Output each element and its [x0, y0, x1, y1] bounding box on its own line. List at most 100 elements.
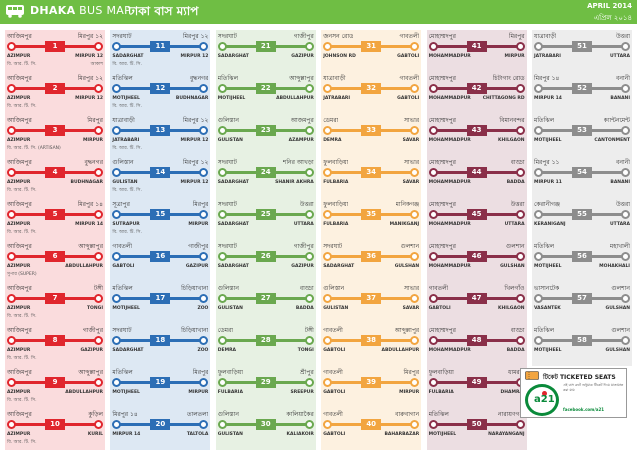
- route-bangla-names: সূত্রাপুর মিরপুর: [112, 200, 208, 209]
- route-card[interactable]: মিরপুর ১৪ বনানী 52 MIRPUR 14 BANANI: [532, 72, 632, 114]
- route-card[interactable]: গুলিস্তান মিরপুর ১২ 14 GULISTAN MIRPUR 12 বি.…: [110, 156, 211, 198]
- route-bangla-names: ফুলবাড়িয়া মানিকগঞ্জ: [323, 200, 419, 209]
- route-card[interactable]: ফুলবাড়িয়া সাভার 34 FULBARIA SAVAR: [321, 156, 422, 198]
- route-line: 29: [217, 377, 314, 388]
- route-bangla-names: আজিমপুর কুড়িল: [7, 410, 103, 419]
- route-card[interactable]: গুলিস্তান বাড্ডা 27 GULISTAN BADDA: [215, 282, 316, 324]
- route-card[interactable]: মতিঝিল নারায়ণগঞ্জ 50 MOTIJHEEL NARAYANGANJ: [426, 408, 527, 450]
- route-card[interactable]: মোহাম্মদপুর বিমানবন্দর 43 MOHAMMADPUR KHILGA…: [426, 114, 527, 156]
- route-destination-stop-icon: [621, 252, 630, 261]
- route-bangla-names: গুলিস্তান আজমপুর: [218, 116, 314, 125]
- route-destination-stop-icon: [410, 168, 420, 177]
- route-number-badge: 57: [572, 293, 592, 304]
- route-origin-english: AZIMPUR: [7, 96, 31, 101]
- route-card[interactable]: মতিঝিল ক্যান্টনমেন্ট 53 MOTIJHEEL CANTONMENT: [532, 114, 632, 156]
- route-card[interactable]: আজিমপুর আব্দুল্লাপুর 9 AZIMPUR ABDULLAHPUR বি…: [5, 366, 105, 408]
- route-card[interactable]: আজিমপুর কুড়িল 10 AZIMPUR KURIL বি. আর. টি. স…: [5, 408, 105, 450]
- route-card[interactable]: জনসন রোড গাবতলী 31 JOHNSON RD GABTOLI: [321, 30, 422, 72]
- route-card[interactable]: গাবতলী মিরপুর 39 GABTOLI MIRPUR: [321, 366, 422, 408]
- route-operator-name: বি. আর. টি. সি.: [7, 188, 37, 193]
- route-line: 39: [323, 377, 420, 388]
- route-card[interactable]: যাত্রাবাড়ী গাবতলী 32 JATRABARI GABTOLI: [321, 72, 422, 114]
- route-card[interactable]: আজিমপুর মিরপুর ১৪ 5 AZIMPUR MIRPUR 14 বি. আর.…: [5, 198, 105, 240]
- route-card[interactable]: ভাসানটেক গুলশান 57 VASANTEK GULSHAN: [532, 282, 632, 324]
- route-english-names: GABTOLI KHILGAON: [429, 305, 525, 312]
- route-destination-bangla: গুলশান: [611, 327, 630, 334]
- route-english-names: AZIMPUR BUDHNAGAR: [7, 179, 103, 186]
- route-card[interactable]: আজিমপুর টঙ্গী 7 AZIMPUR TONGI বি. আর. টি. সি.: [5, 282, 105, 324]
- route-card[interactable]: ফুলবাড়িয়া মানিকগঞ্জ 35 FULBARIA MANIKGANJ: [321, 198, 422, 240]
- route-english-names: GULISTAN SAVAR: [323, 305, 419, 312]
- route-card[interactable]: ফুলবাড়িয়া শ্রীপুর 29 FULBARIA SREEPUR: [215, 366, 316, 408]
- route-card[interactable]: আজিমপুর গাজীপুর 8 AZIMPUR GAZIPUR বি. আর. টি.…: [5, 324, 105, 366]
- route-card[interactable]: মতিঝিল বুদ্ধনগর 12 MOTIJHEEL BUDHNAGAR বি. আর…: [110, 72, 211, 114]
- route-origin-stop-icon: [323, 420, 333, 429]
- ticketed-seats-link[interactable]: facebook.com/a21: [563, 407, 605, 412]
- route-card[interactable]: গাবতলী বারুবাগান 40 GABTOLI BAHARBAZAR: [321, 408, 422, 450]
- route-destination-bangla: চিড়িয়াখানা: [181, 327, 209, 334]
- route-card[interactable]: মিরপুর ১৪ তালতলা 20 MIRPUR 14 TALTOLA: [110, 408, 211, 450]
- route-card[interactable]: মোহাম্মদপুর বাড্ডা 48 MOHAMMADPUR BADDA: [426, 324, 527, 366]
- route-card[interactable]: সদরঘাট উত্তরা 25 SADARGHAT UTTARA: [215, 198, 316, 240]
- route-card[interactable]: মতিঝিল আব্দুল্লাপুর 22 MOTIJHEEL ABDULLAHPUR: [215, 72, 316, 114]
- route-origin-stop-icon: [534, 84, 543, 93]
- route-card[interactable]: সূত্রাপুর মিরপুর 15 SUTRAPUR MIRPUR বি. আর. ট…: [110, 198, 211, 240]
- route-bangla-names: আজিমপুর মিরপুর: [7, 116, 103, 125]
- route-card[interactable]: আজিমপুর মিরপুর ১২ 1 AZIMPUR MIRPUR 12 বি. আর.…: [5, 30, 105, 72]
- route-card[interactable]: মিরপুর ১১ বনানী 54 MIRPUR 11 BANANI: [532, 156, 632, 198]
- route-card[interactable]: গাবতলী গাজীপুর 16 GABTOLI GAZIPUR: [110, 240, 211, 282]
- route-origin-stop-icon: [323, 84, 333, 93]
- route-destination-stop-icon: [410, 126, 420, 135]
- route-card[interactable]: যাত্রাবাড়ী মিরপুর ১২ 13 JATRABARI MIRPUR 12…: [110, 114, 211, 156]
- route-card[interactable]: গাবতলী খিলগাঁও 47 GABTOLI KHILGAON: [426, 282, 527, 324]
- route-card[interactable]: মোহাম্মদপুর বাড্ডা 44 MOHAMMADPUR BADDA: [426, 156, 527, 198]
- route-card[interactable]: যাত্রাবাড়ী উত্তরা 51 JATRABARI UTTARA: [532, 30, 632, 72]
- route-card[interactable]: মতিঝিল চিড়িয়াখানা 17 MOTIJHEEL ZOO: [110, 282, 211, 324]
- route-card[interactable]: আজিমপুর বুদ্ধনগর 4 AZIMPUR BUDHNAGAR বি. আর. …: [5, 156, 105, 198]
- route-card[interactable]: গাবতলী আব্দুল্লাপুর 38 GABTOLI ABDULLAHPUR: [321, 324, 422, 366]
- route-card[interactable]: মতিঝিল মহাখালী 56 MOTIJHEEL MOHAKHALI: [532, 240, 632, 282]
- route-destination-english: MANIKGANJ: [389, 222, 420, 227]
- route-destination-english: BUDHNAGAR: [70, 180, 103, 185]
- route-destination-stop-icon: [304, 420, 314, 429]
- route-card[interactable]: সদরঘাট গুলশান 36 SADARGHAT GULSHAN: [321, 240, 422, 282]
- route-card[interactable]: গুলিস্তান আজমপুর 23 GULISTAN AZAMPUR: [215, 114, 316, 156]
- route-column: সদরঘাট গাজীপুর 21 SADARGHAT GAZIPUR মতিঝিল আব্…: [215, 30, 316, 450]
- route-destination-stop-icon: [304, 252, 314, 261]
- route-card[interactable]: মতিঝিল মিরপুর 19 MOTIJHEEL MIRPUR: [110, 366, 211, 408]
- route-card[interactable]: ডেমরা টঙ্গী 28 DEMRA TONGI: [215, 324, 316, 366]
- route-origin-stop-icon: [323, 252, 333, 261]
- route-card[interactable]: কেরানীগঞ্জ উত্তরা 55 KERANIGANJ UTTARA: [532, 198, 632, 240]
- route-origin-english: AZIMPUR: [7, 390, 31, 395]
- route-origin-english: MOHAMMADPUR: [428, 264, 471, 269]
- route-card[interactable]: মোহাম্মদপুর চিটাগাং রোড 42 MOHAMMADPUR CHITT…: [426, 72, 527, 114]
- route-card[interactable]: সদরঘাট চিড়িয়াখানা 18 SADARGHAT ZOO: [110, 324, 211, 366]
- route-card[interactable]: সদরঘাট গাজীপুর 21 SADARGHAT GAZIPUR: [215, 30, 316, 72]
- route-card[interactable]: মোহাম্মদপুর গুলশান 46 MOHAMMADPUR GULSHAN: [426, 240, 527, 282]
- route-card[interactable]: আজিমপুর আব্দুল্লাপুর 6 AZIMPUR ABDULLAHPUR সু…: [5, 240, 105, 282]
- route-bangla-names: মোহাম্মদপুর চিটাগাং রোড: [429, 74, 525, 83]
- route-card[interactable]: সদরঘাট শনির আখড়া 24 SADARGHAT SHANIR AKHRA: [215, 156, 316, 198]
- route-card[interactable]: গুলিস্তান সাভার 37 GULISTAN SAVAR: [321, 282, 422, 324]
- route-card[interactable]: সদরঘাট গাজীপুর 26 SADARGHAT GAZIPUR: [215, 240, 316, 282]
- route-card[interactable]: ফুলবাড়িয়া ধামরাই 49 FULBARIA DHAMRAI: [426, 366, 527, 408]
- route-card[interactable]: আজিমপুর মিরপুর ১২ 2 AZIMPUR MIRPUR 12 বি. আর.…: [5, 72, 105, 114]
- route-number-badge: 50: [466, 419, 487, 430]
- route-origin-stop-icon: [112, 84, 122, 93]
- route-bangla-names: গাবতলী গাজীপুর: [112, 242, 208, 251]
- route-bangla-names: সদরঘাট গাজীপুর: [218, 32, 314, 41]
- route-origin-stop-icon: [7, 210, 16, 219]
- route-line: 17: [112, 293, 209, 304]
- route-origin-english: SADARGHAT: [323, 264, 355, 269]
- route-card[interactable]: আজিমপুর মিরপুর 3 AZIMPUR MIRPUR বি. আর. টি. স…: [5, 114, 105, 156]
- route-card[interactable]: গুলিস্তান কালিয়াকৈর 30 GULISTAN KALIAKOIR: [215, 408, 316, 450]
- route-card[interactable]: সদরঘাট মিরপুর ১২ 11 SADARGHAT MIRPUR 12 বি. আ…: [110, 30, 211, 72]
- route-card[interactable]: মোহাম্মদপুর উত্তরা 45 MOHAMMADPUR UTTARA: [426, 198, 527, 240]
- route-english-names: SADARGHAT ZOO: [112, 347, 208, 354]
- route-card[interactable]: মোহাম্মদপুর মিরপুর 41 MOHAMMADPUR MIRPUR: [426, 30, 527, 72]
- route-english-names: DEMRA SAVAR: [323, 137, 419, 144]
- route-bangla-names: যাত্রাবাড়ী মিরপুর ১২: [112, 116, 208, 125]
- route-operator: [112, 355, 208, 362]
- route-card[interactable]: মতিঝিল গুলশান 58 MOTIJHEEL GULSHAN: [532, 324, 632, 366]
- route-card[interactable]: ডেমরা সাভার 33 DEMRA SAVAR: [321, 114, 422, 156]
